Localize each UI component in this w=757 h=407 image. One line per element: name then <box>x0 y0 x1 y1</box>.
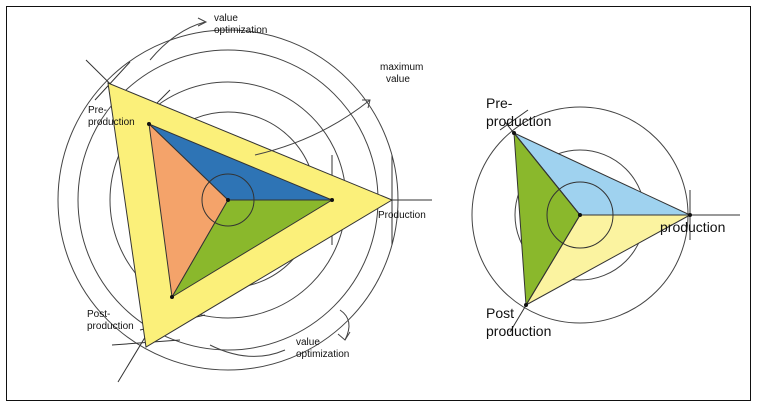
left-arrow-value-opt-bottom <box>209 344 286 357</box>
right-label-post-2: production <box>486 323 551 339</box>
label-pre-2: production <box>88 117 135 128</box>
left-arrows <box>149 17 371 357</box>
left-inner-circle-overlay <box>201 173 255 227</box>
label-value-opt-top-1: value <box>214 13 238 24</box>
left-green-sector <box>171 199 334 298</box>
right-point-post <box>524 303 528 307</box>
right-label-production: production <box>660 219 725 235</box>
left-point-pre <box>147 122 151 126</box>
label-post-2: production <box>87 321 134 332</box>
left-point-center <box>226 198 230 202</box>
left-arrowhead-max <box>362 99 371 109</box>
left-arrow-max-value <box>254 99 371 156</box>
left-arrowhead-bottom <box>337 331 351 341</box>
label-value-opt-top-2: optimization <box>214 25 267 36</box>
label-max-value-2: value <box>386 74 410 85</box>
right-tick-pre <box>499 109 529 131</box>
label-production: Production <box>378 210 426 221</box>
right-vertex-points <box>512 131 692 307</box>
label-value-opt-bottom-1: value <box>296 337 320 348</box>
left-arrowhead-top <box>197 17 208 27</box>
label-value-opt-bottom-2: optimization <box>296 349 349 360</box>
right-radar-diagram: Pre- production production Post producti… <box>471 95 740 339</box>
right-point-prod <box>688 213 692 217</box>
right-inner-circle-overlay <box>546 181 614 249</box>
left-point-prod <box>330 198 334 202</box>
right-axis-postproduction <box>509 214 581 333</box>
right-axis-preproduction <box>504 121 581 216</box>
right-label-pre-1: Pre- <box>486 95 513 111</box>
right-point-pre <box>512 131 516 135</box>
left-vertex-points <box>147 122 334 299</box>
left-point-post <box>170 295 174 299</box>
left-tick-pre-2 <box>94 61 131 101</box>
right-point-center <box>578 213 582 217</box>
label-max-value-1: maximum <box>380 62 423 73</box>
left-radar-diagram: value optimization maximum value Pre- pr… <box>57 13 432 383</box>
left-arrow-value-opt-bottom-2 <box>339 309 350 341</box>
label-pre-1: Pre- <box>88 105 107 116</box>
right-label-post-1: Post <box>486 305 514 321</box>
left-arrow-value-opt-top <box>149 21 206 61</box>
right-label-pre-2: production <box>486 113 551 129</box>
label-post-1: Post- <box>87 309 110 320</box>
